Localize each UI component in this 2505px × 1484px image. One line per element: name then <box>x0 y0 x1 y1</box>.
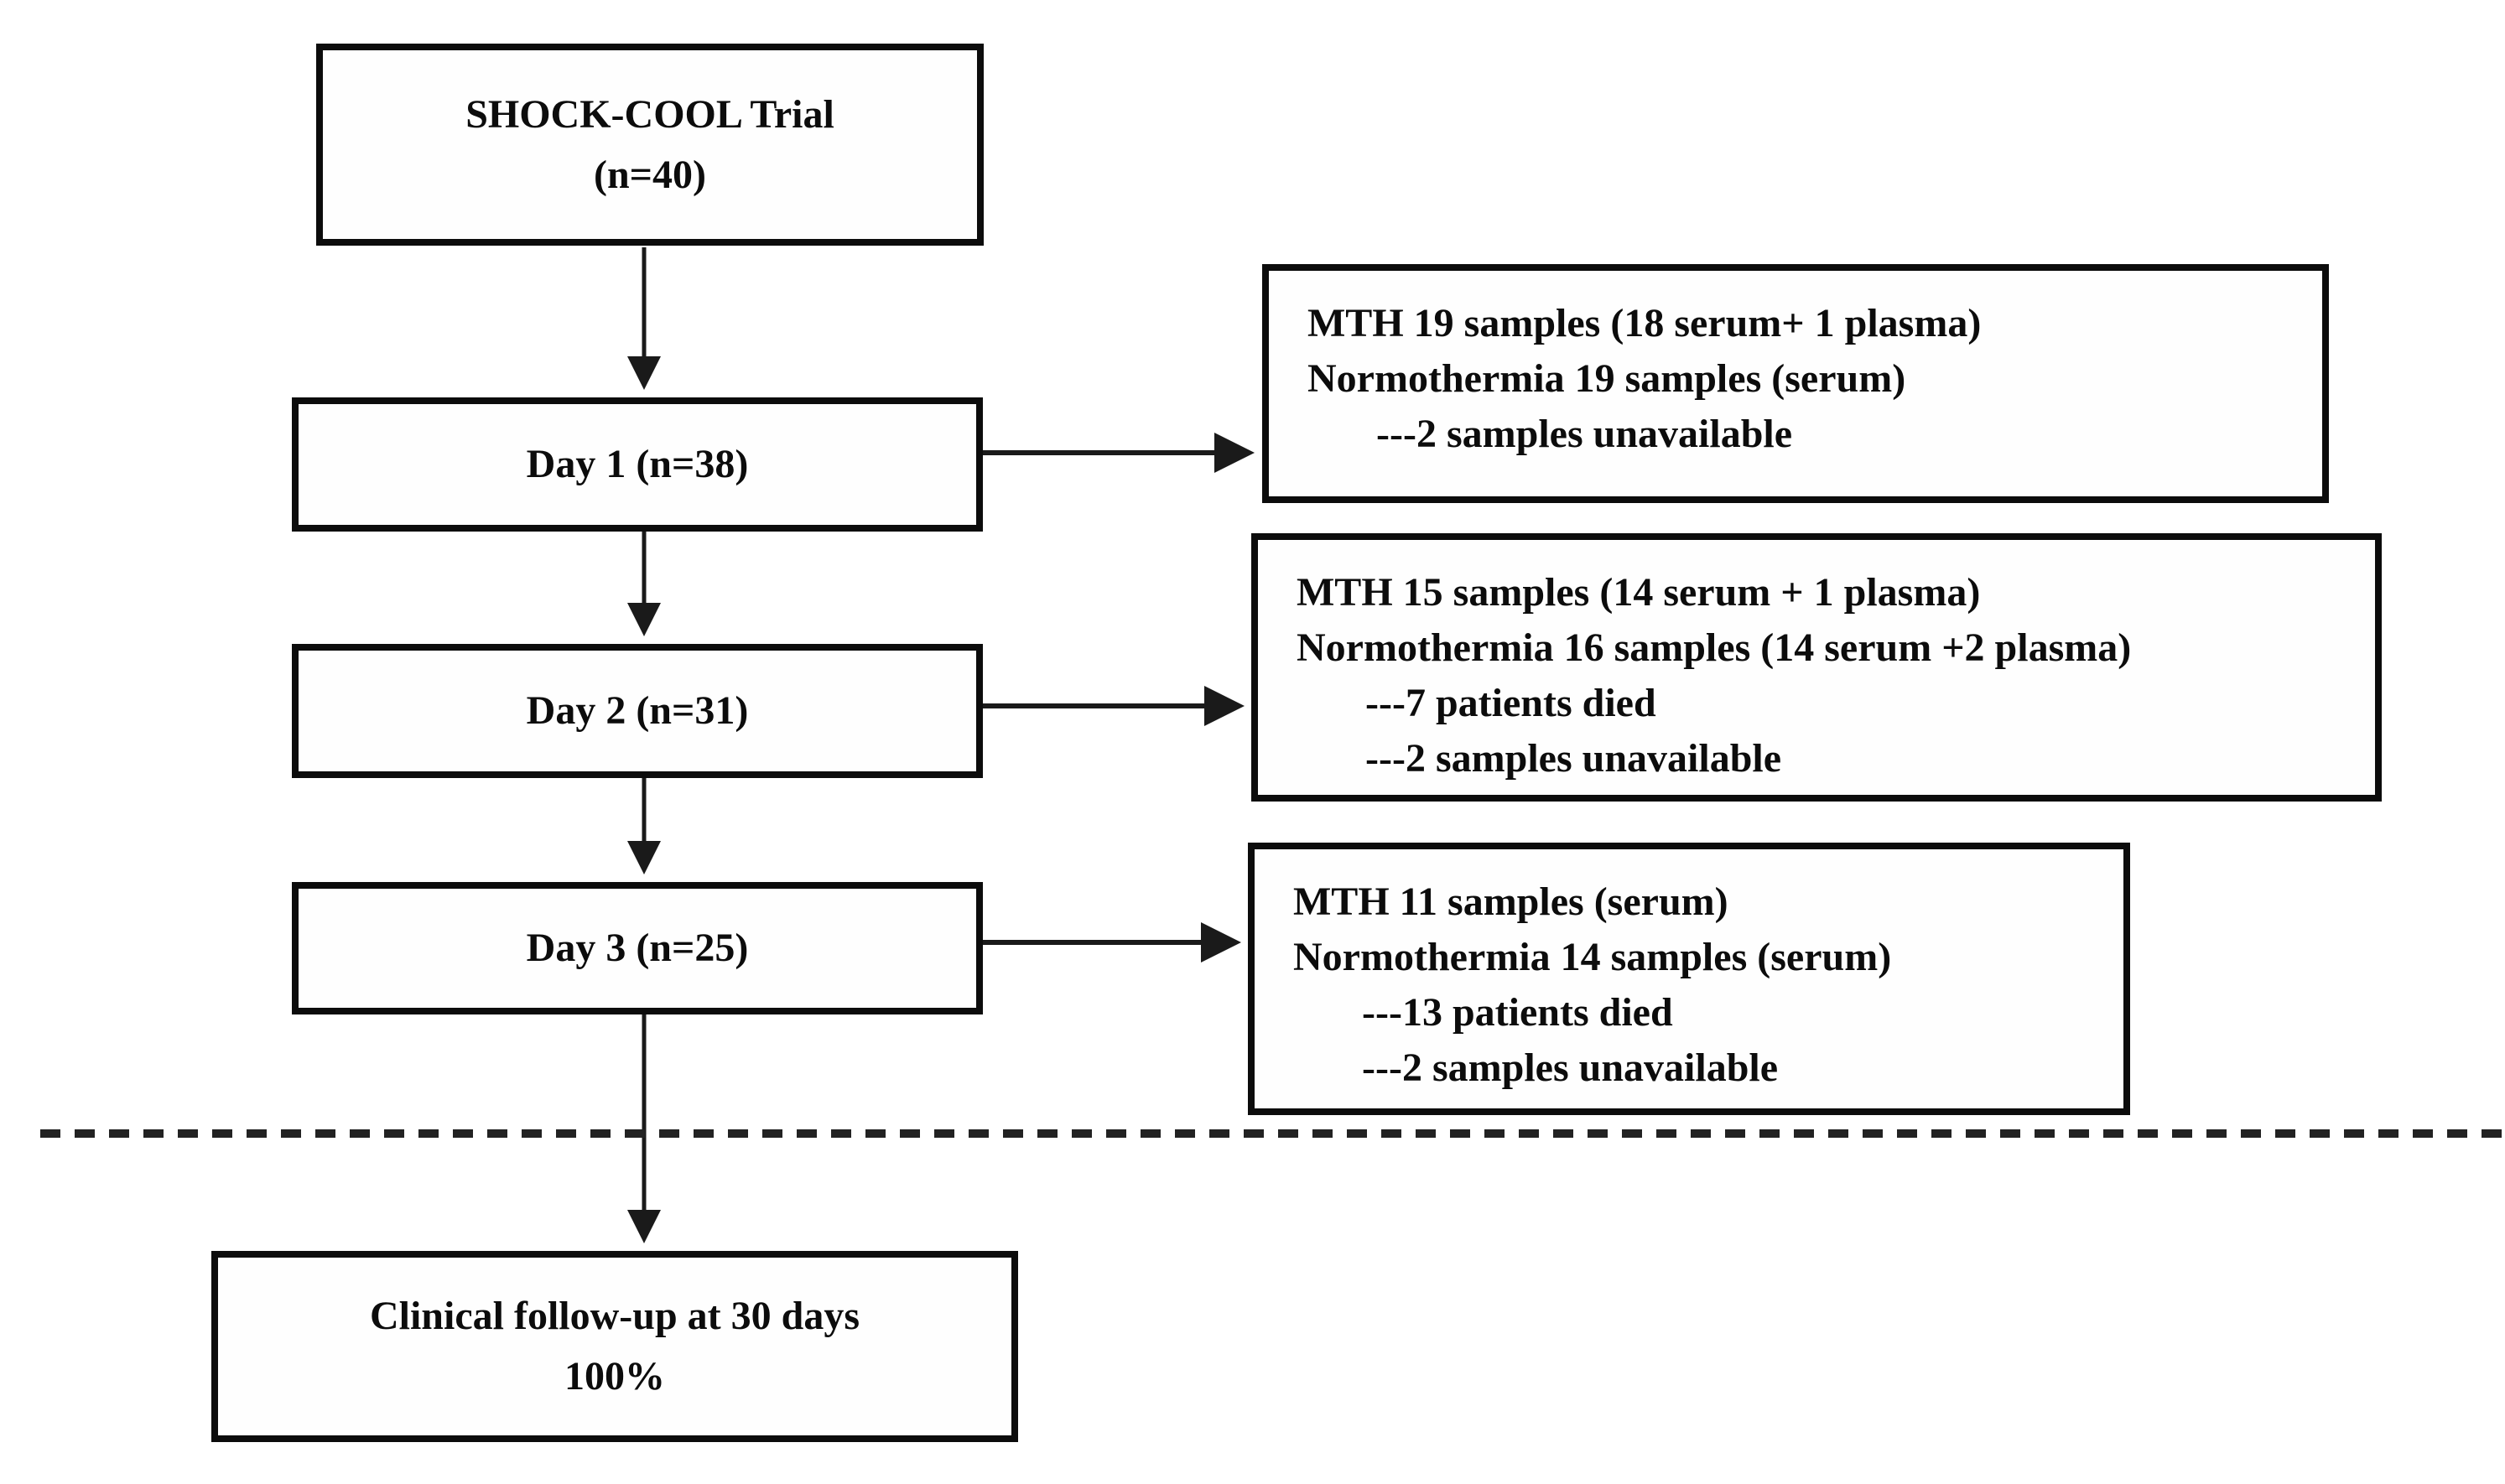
note-line: ---2 samples unavailable <box>1376 412 1793 456</box>
day2-box: Day 2 (n=31) <box>292 644 983 778</box>
note-line: MTH 15 samples (14 serum + 1 plasma) <box>1297 570 1981 615</box>
trial-box-line2: (n=40) <box>593 152 706 197</box>
note-line: ---7 patients died <box>1365 681 1656 725</box>
day1-box: Day 1 (n=38) <box>292 397 983 532</box>
note-line: ---13 patients died <box>1362 990 1673 1035</box>
note-line: ---2 samples unavailable <box>1365 736 1782 781</box>
note-line: Normothermia 19 samples (serum) <box>1307 356 1906 401</box>
note-line: MTH 19 samples (18 serum+ 1 plasma) <box>1307 301 1982 345</box>
followup-box-line1: Clinical follow-up at 30 days <box>369 1294 860 1338</box>
day2-box-label: Day 2 (n=31) <box>526 688 749 733</box>
followup-box-line2: 100% <box>564 1354 665 1398</box>
note-line: Normothermia 16 samples (14 serum +2 pla… <box>1297 625 2132 670</box>
day3-box-label: Day 3 (n=25) <box>526 926 749 970</box>
note-line: MTH 11 samples (serum) <box>1293 880 1728 924</box>
day3-note-box: MTH 11 samples (serum) Normothermia 14 s… <box>1248 843 2130 1115</box>
day1-note-box: MTH 19 samples (18 serum+ 1 plasma) Norm… <box>1262 264 2329 503</box>
day3-box: Day 3 (n=25) <box>292 882 983 1014</box>
followup-box: Clinical follow-up at 30 days 100% <box>211 1251 1018 1442</box>
note-line: ---2 samples unavailable <box>1362 1046 1779 1090</box>
trial-box-line1: SHOCK-COOL Trial <box>465 91 834 137</box>
day1-box-label: Day 1 (n=38) <box>526 442 749 486</box>
trial-box: SHOCK-COOL Trial (n=40) <box>316 44 984 246</box>
note-line: Normothermia 14 samples (serum) <box>1293 935 1892 979</box>
day2-note-box: MTH 15 samples (14 serum + 1 plasma) Nor… <box>1251 533 2382 802</box>
